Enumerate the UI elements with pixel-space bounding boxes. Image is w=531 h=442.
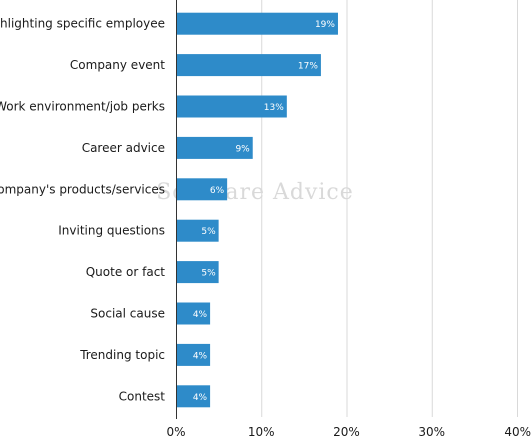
category-label: Trending topic [79, 348, 165, 362]
category-label: Social cause [90, 307, 165, 321]
data-label: 4% [193, 351, 208, 361]
data-label: 4% [193, 393, 208, 403]
bar [176, 385, 211, 408]
data-label: 19% [315, 20, 335, 30]
bar [176, 95, 287, 118]
x-axis-ticks: 0% 10% 20% 30% 40% [166, 425, 531, 439]
category-label: Career advice [82, 141, 165, 155]
category-label: Quote or fact [86, 265, 166, 279]
category-label: Inviting questions [58, 224, 165, 238]
x-tick-label: 0% [166, 425, 185, 439]
bar [176, 302, 211, 325]
category-label: Contest [119, 389, 166, 403]
category-labels: Highlighting specific employee Company ev… [0, 17, 165, 404]
category-label: Work environment/job perks [0, 100, 165, 114]
data-label: 9% [235, 144, 250, 154]
data-label: 13% [264, 103, 284, 113]
data-label: 5% [201, 227, 216, 237]
data-label: 6% [210, 186, 225, 196]
bar [176, 178, 228, 201]
gridlines [261, 0, 518, 417]
data-label: 17% [298, 62, 318, 72]
category-label: Company's products/services [0, 182, 165, 196]
bar [176, 136, 253, 159]
x-tick-label: 30% [418, 425, 445, 439]
category-label: Highlighting specific employee [0, 17, 165, 31]
category-label: Company event [70, 58, 165, 72]
bar [176, 12, 338, 35]
bars [176, 12, 338, 408]
bar [176, 343, 211, 366]
bar [176, 54, 321, 77]
bar [176, 261, 219, 284]
data-label: 5% [201, 269, 216, 279]
x-tick-label: 10% [248, 425, 275, 439]
x-tick-label: 20% [333, 425, 360, 439]
bar [176, 219, 219, 242]
x-tick-label: 40% [504, 425, 531, 439]
data-label: 4% [193, 310, 208, 320]
data-labels: 19% 17% 13% 9% 6% 5% 5% 4% 4% 4% [193, 20, 336, 403]
